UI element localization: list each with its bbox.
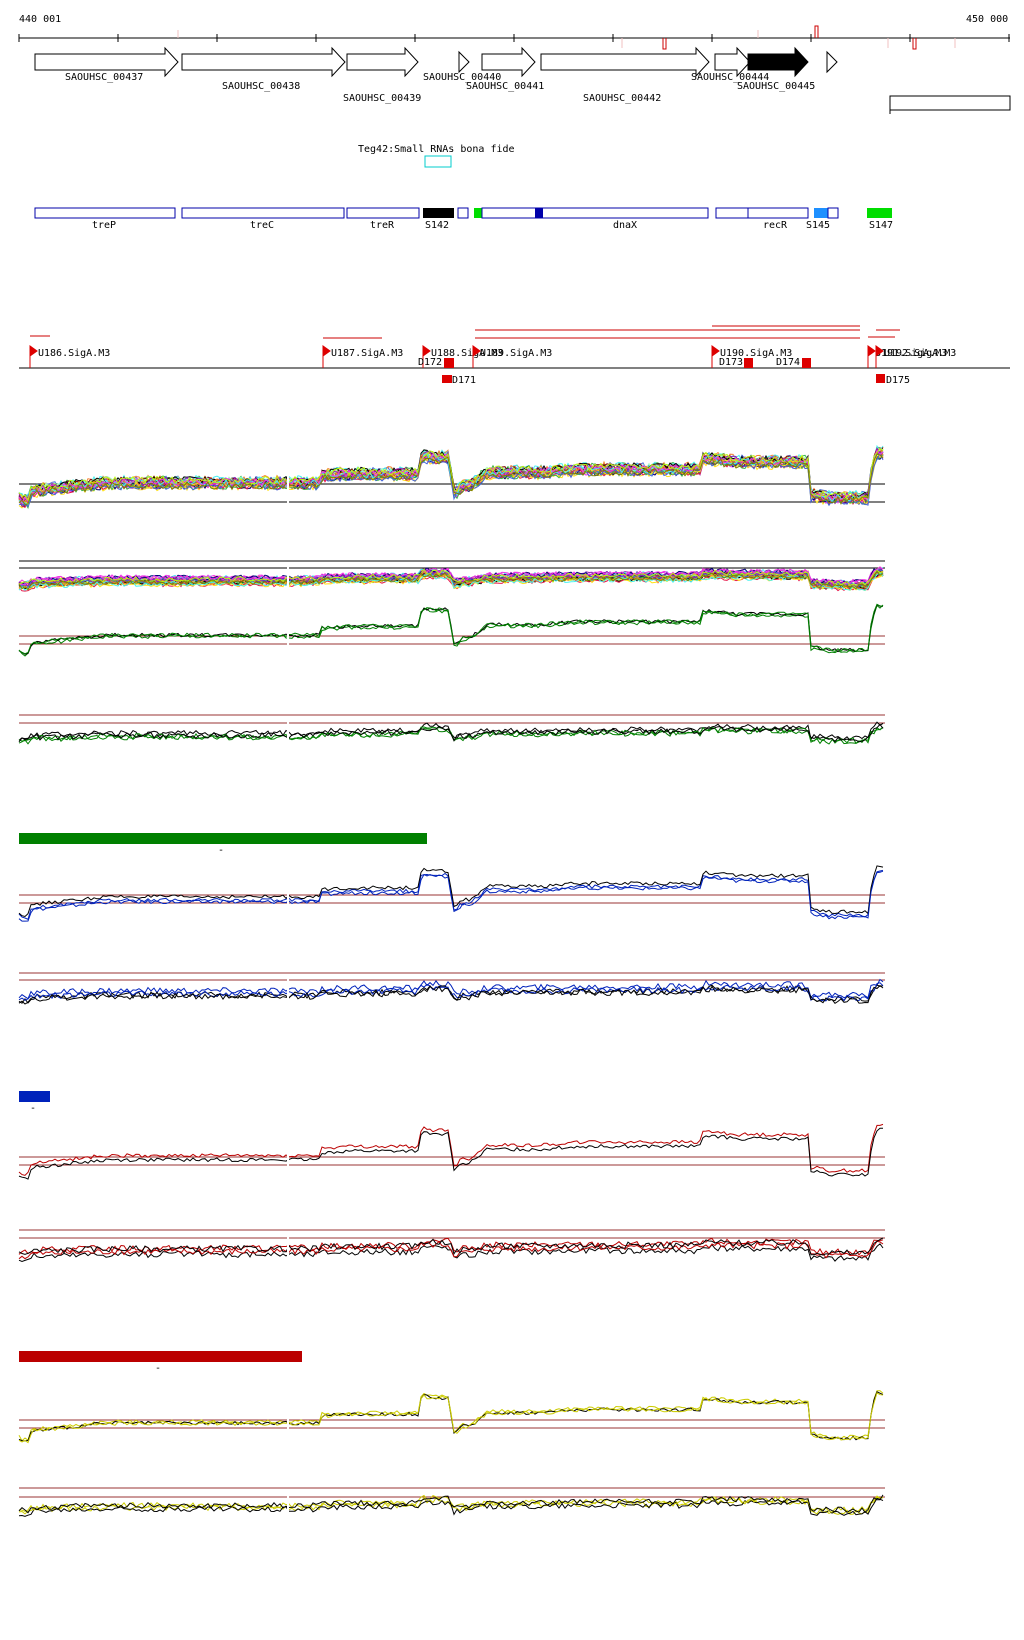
promoter-u190[interactable]: U190.SigA.M3 bbox=[711, 345, 792, 368]
gene-saouhsc-00440[interactable]: SAOUHSC_00440 bbox=[423, 50, 501, 83]
gene-saouhsc-00439[interactable]: SAOUHSC_00439 bbox=[343, 46, 421, 104]
gene-saouhsc-00444[interactable]: SAOUHSC_00444 bbox=[691, 46, 769, 83]
track-red-1[interactable] bbox=[18, 1123, 885, 1185]
condition-bar-red[interactable] bbox=[19, 1351, 302, 1362]
track-all-conditions-2[interactable] bbox=[18, 560, 885, 594]
feature-track: treP treC treR S142 dnaX recR S145 S147 bbox=[34, 207, 893, 231]
promoter-label: U189.SigA.M3 bbox=[480, 348, 552, 359]
expression-trace bbox=[18, 1496, 884, 1515]
expression-trace bbox=[18, 870, 884, 922]
promoter-u192[interactable]: U192.SigA.M3 bbox=[875, 345, 956, 368]
expression-trace bbox=[18, 453, 884, 505]
expression-trace bbox=[18, 984, 884, 1005]
track-blue-1[interactable] bbox=[18, 865, 885, 925]
gene-saouhsc-00441[interactable]: SAOUHSC_00441 bbox=[466, 46, 544, 92]
feature-label-trer: treR bbox=[370, 220, 395, 231]
gene-label: SAOUHSC_00438 bbox=[222, 81, 300, 92]
promoter-terminator-track: U186.SigA.M3 U187.SigA.M3 U188.SigA.M3 U… bbox=[19, 325, 1010, 386]
expression-trace bbox=[18, 572, 884, 591]
gene-label: SAOUHSC_00441 bbox=[466, 81, 544, 92]
terminator-d171[interactable]: D171 bbox=[442, 375, 476, 386]
feature-label-recr: recR bbox=[763, 220, 788, 231]
terminator-label: D172 bbox=[418, 357, 442, 368]
gene-label: SAOUHSC_00439 bbox=[343, 93, 421, 104]
ruler-end-label: 450 000 bbox=[966, 14, 1008, 25]
expression-trace bbox=[18, 978, 884, 1000]
expression-trace bbox=[18, 447, 884, 502]
promoter-label: U190.SigA.M3 bbox=[720, 348, 792, 359]
promoter-label: U192.SigA.M3 bbox=[884, 348, 956, 359]
expression-trace bbox=[18, 570, 884, 591]
terminator-d172[interactable]: D172 bbox=[418, 357, 454, 368]
expression-trace bbox=[18, 568, 884, 587]
expression-tracks bbox=[18, 444, 885, 1519]
gene-label: SAOUHSC_00442 bbox=[583, 93, 661, 104]
track-green-2[interactable] bbox=[18, 714, 885, 749]
ruler-start-label: 440 001 bbox=[19, 14, 61, 25]
track-blue-2[interactable] bbox=[18, 972, 885, 1006]
feature-label-trec: treC bbox=[250, 220, 274, 231]
gene-track: SAOUHSC_00437 SAOUHSC_00438 SAOUHSC_0043… bbox=[34, 46, 1011, 114]
promoter-u189[interactable]: U189.SigA.M3 bbox=[472, 345, 552, 368]
srna-feature[interactable] bbox=[424, 155, 452, 168]
terminator-label: D174 bbox=[776, 357, 800, 368]
feature-label-s147: S147 bbox=[869, 220, 893, 231]
gene-saouhsc-00438[interactable]: SAOUHSC_00438 bbox=[181, 46, 346, 92]
expression-trace bbox=[18, 1494, 884, 1514]
expression-trace bbox=[18, 1392, 884, 1444]
promoter-u191[interactable]: U191.SigA.M3 bbox=[867, 345, 947, 368]
expression-trace bbox=[18, 1127, 883, 1180]
expression-trace bbox=[18, 726, 884, 745]
expression-trace bbox=[18, 566, 884, 586]
terminator-d175[interactable]: D175 bbox=[876, 374, 910, 386]
terminator-d173[interactable]: D173 bbox=[719, 357, 753, 368]
expression-trace bbox=[18, 1243, 884, 1263]
feature-label-s142: S142 bbox=[425, 220, 449, 231]
condition-bar-green[interactable] bbox=[19, 833, 427, 844]
terminator-label: D171 bbox=[452, 375, 476, 386]
expression-trace bbox=[18, 865, 884, 918]
gene-saouhsc-00445[interactable]: SAOUHSC_00445 bbox=[737, 46, 815, 92]
feature-label-dnax: dnaX bbox=[613, 220, 637, 231]
promoter-label: U188.SigA.M3 bbox=[431, 348, 503, 359]
gene-saouhsc-00437[interactable]: SAOUHSC_00437 bbox=[34, 46, 179, 83]
promoter-u188[interactable]: U188.SigA.M3 bbox=[422, 345, 503, 368]
gene-label: SAOUHSC_00440 bbox=[423, 72, 501, 83]
track-all-conditions-1[interactable] bbox=[18, 444, 885, 510]
track-red-2[interactable] bbox=[18, 1229, 885, 1264]
expression-trace bbox=[18, 1123, 884, 1176]
scale-tick-label: - bbox=[30, 1103, 36, 1114]
terminator-label: D175 bbox=[886, 375, 910, 386]
gene-label: SAOUHSC_00437 bbox=[65, 72, 143, 83]
coordinate-ruler: 440 001 450 000 bbox=[18, 14, 1010, 50]
srna-track: Teg42:Small RNAs bona fide bbox=[358, 144, 515, 168]
expression-trace bbox=[18, 603, 884, 655]
promoter-u186[interactable]: U186.SigA.M3 bbox=[29, 345, 110, 368]
terminator-label: D173 bbox=[719, 357, 743, 368]
expression-trace bbox=[18, 723, 884, 743]
promoter-u187[interactable]: U187.SigA.M3 bbox=[322, 345, 403, 368]
feature-label-trep: treP bbox=[92, 220, 116, 231]
promoter-label: U191.SigA.M3 bbox=[875, 348, 947, 359]
track-yellow-2[interactable] bbox=[18, 1487, 885, 1519]
condition-bar-blue[interactable] bbox=[19, 1091, 50, 1102]
scale-tick-label: - bbox=[155, 1363, 161, 1374]
gene-label: SAOUHSC_00444 bbox=[691, 72, 769, 83]
track-yellow-1[interactable] bbox=[18, 1390, 885, 1450]
scale-tick-label: - bbox=[218, 845, 224, 856]
gene-saouhsc-00442[interactable]: SAOUHSC_00442 bbox=[540, 46, 710, 104]
srna-track-label: Teg42:Small RNAs bona fide bbox=[358, 144, 515, 155]
promoter-label: U187.SigA.M3 bbox=[331, 348, 403, 359]
promoter-label: U186.SigA.M3 bbox=[38, 348, 110, 359]
feature-label-s145: S145 bbox=[806, 220, 830, 231]
expression-trace bbox=[18, 1237, 884, 1256]
expression-trace bbox=[18, 451, 884, 506]
expression-trace bbox=[18, 1237, 884, 1256]
track-green-1[interactable] bbox=[18, 603, 885, 665]
gene-label: SAOUHSC_00445 bbox=[737, 81, 815, 92]
ruler-ticks bbox=[18, 34, 1010, 42]
terminator-d174[interactable]: D174 bbox=[776, 357, 811, 368]
